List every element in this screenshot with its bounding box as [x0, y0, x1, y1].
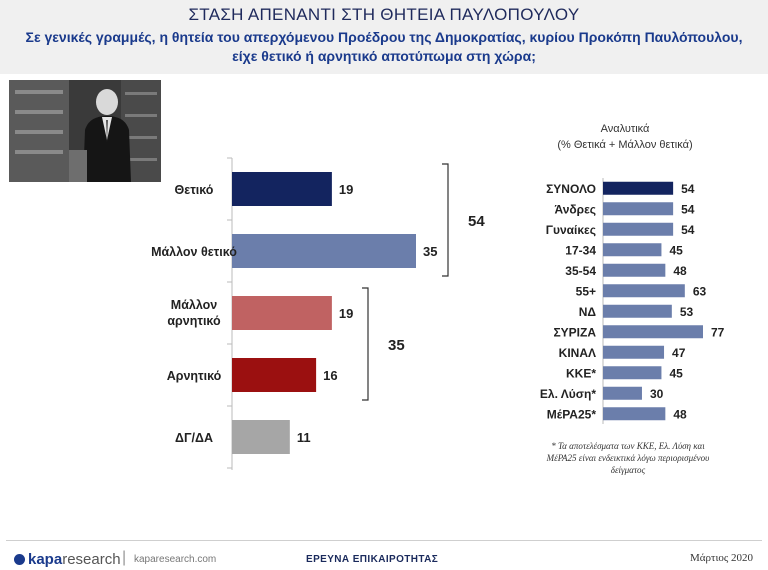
breakdown-category-label: 55+ [576, 284, 596, 298]
breakdown-category-label: ΚΚΕ* [566, 366, 596, 380]
group-total-label: 54 [468, 213, 485, 230]
breakdown-category-label: ΣΥΡΙΖΑ [553, 325, 596, 339]
kapa-research-logo: kaparesearch [14, 551, 121, 568]
main-bar [232, 296, 332, 330]
main-data-label: 16 [323, 368, 337, 383]
main-data-label: 35 [423, 244, 437, 259]
group-total-label: 35 [388, 337, 405, 354]
footnote-line-1: * Τα αποτελέσματα των ΚΚΕ, Ελ. Λύση και [551, 441, 705, 451]
header: ΣΤΑΣΗ ΑΠΕΝΑΝΤΙ ΣΤΗ ΘΗΤΕΙΑ ΠΑΥΛΟΠΟΥΛΟΥ Σε… [0, 0, 768, 74]
footnote-line-2: ΜέΡΑ25 είναι ενδεικτικά λόγω περιορισμέν… [546, 453, 710, 463]
breakdown-bar [603, 366, 662, 380]
breakdown-data-label: 53 [680, 305, 694, 319]
website-link[interactable]: kaparesearch.com [134, 554, 217, 565]
main-bar [232, 172, 332, 206]
breakdown-category-label: 17-34 [565, 243, 596, 257]
breakdown-category-label: 35-54 [565, 264, 596, 278]
logo-light: research [62, 551, 121, 568]
breakdown-data-label: 45 [669, 366, 683, 380]
breakdown-data-label: 30 [650, 387, 664, 401]
breakdown-data-label: 77 [711, 325, 725, 339]
breakdown-data-label: 63 [693, 284, 707, 298]
breakdown-category-label: Γυναίκες [546, 223, 596, 237]
breakdown-bar [603, 181, 674, 195]
logo-bold: kapa [28, 551, 63, 568]
main-data-label: 19 [339, 182, 353, 197]
breakdown-category-label: ΜέΡΑ25* [547, 407, 597, 421]
main-category-label: Μάλλον θετικό [151, 245, 237, 259]
question-line-1: Σε γενικές γραμμές, η θητεία του απερχόμ… [25, 29, 743, 45]
main-category-label: Θετικό [175, 183, 214, 197]
breakdown-data-label: 48 [673, 407, 687, 421]
main-bar [232, 234, 416, 268]
group-bracket [442, 163, 449, 277]
breakdown-category-label: ΚΙΝΑΛ [559, 346, 596, 360]
page-title: ΣΤΑΣΗ ΑΠΕΝΑΝΤΙ ΣΤΗ ΘΗΤΕΙΑ ΠΑΥΛΟΠΟΥΛΟΥ [188, 5, 580, 24]
main-category-label: ΔΓ/ΔΑ [175, 431, 213, 445]
footer-divider [6, 540, 762, 541]
breakdown-bar [603, 345, 665, 359]
breakdown-data-label: 47 [672, 346, 686, 360]
footnote-line-3: δείγματος [611, 465, 646, 475]
breakdown-data-label: 48 [673, 264, 687, 278]
breakdown-data-label: 54 [681, 202, 695, 216]
breakdown-title: Αναλυτικά [601, 123, 650, 135]
breakdown-data-label: 54 [681, 223, 695, 237]
breakdown-bar [603, 263, 666, 277]
logo-separator: | [122, 549, 127, 566]
breakdown-category-label: Άνδρες [554, 202, 596, 216]
breakdown-bar [603, 222, 674, 236]
breakdown-category-label: ΣΥΝΟΛΟ [546, 182, 596, 196]
photo-illustration [9, 80, 161, 182]
breakdown-subtitle: (% Θετικά + Μάλλον θετικά) [557, 139, 692, 151]
main-bar [232, 358, 317, 392]
breakdown-data-label: 45 [669, 243, 683, 257]
breakdown-bar [603, 243, 662, 257]
survey-date: Μάρτιος 2020 [690, 552, 754, 564]
breakdown-category-label: Ελ. Λύση* [540, 387, 596, 401]
breakdown-bar [603, 407, 666, 421]
breakdown-data-label: 54 [681, 182, 695, 196]
main-bar [232, 420, 290, 454]
breakdown-category-label: ΝΔ [579, 305, 597, 319]
group-bracket [362, 287, 369, 401]
survey-name: ΕΡΕΥΝΑ ΕΠΙΚΑΙΡΟΤΗΤΑΣ [306, 554, 439, 565]
breakdown-bar [603, 284, 685, 298]
question-line-2: είχε θετικό ή αρνητικό αποτύπωμα στη χώρ… [232, 48, 536, 64]
logo-mark-icon [14, 554, 25, 565]
breakdown-bar [603, 304, 672, 318]
president-photo [9, 80, 161, 182]
breakdown-bar [603, 202, 674, 216]
chart-area: 19 Θετικό 35 Μάλλον θετικό 19 Μάλλον αρνητικό 1… [151, 123, 725, 475]
breakdown-bar [603, 386, 642, 400]
main-category-label: Αρνητικό [167, 369, 222, 383]
main-data-label: 11 [297, 430, 311, 445]
main-category-label: Μάλλον αρνητικό [167, 298, 221, 328]
breakdown-bar [603, 325, 703, 339]
question-text: Σε γενικές γραμμές, η θητεία του απερχόμ… [10, 28, 758, 66]
main-data-label: 19 [339, 306, 353, 321]
